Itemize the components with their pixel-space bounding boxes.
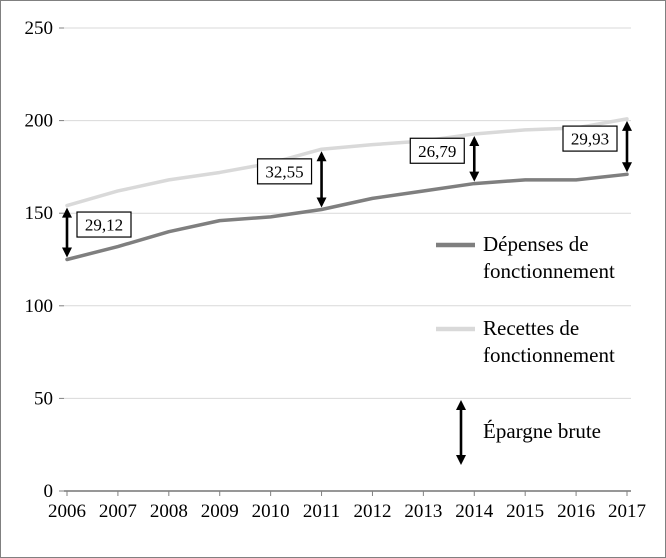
epargne-annotation: 26,79 [409, 135, 480, 182]
x-tick-label: 2008 [150, 501, 188, 522]
double-arrow-icon [456, 400, 466, 465]
y-tick-label: 100 [25, 296, 54, 317]
double-arrow-icon [622, 120, 632, 173]
legend-item: Recettes de fonctionnement [436, 316, 615, 367]
x-tick-label: 2012 [353, 501, 391, 522]
legend-item: Épargne brute [456, 400, 601, 465]
legend-label: fonctionnement [483, 343, 615, 367]
annotation-value: 29,93 [571, 130, 609, 149]
legend-label: Dépenses de [483, 232, 589, 256]
y-tick-label: 0 [44, 481, 54, 502]
epargne-annotation: 29,93 [562, 120, 632, 173]
y-tick-label: 250 [25, 18, 54, 39]
annotation-box [256, 158, 313, 185]
x-tick-label: 2011 [303, 501, 340, 522]
depenses-series-line [65, 172, 629, 262]
x-tick-label: 2010 [252, 501, 290, 522]
x-tick-label: 2013 [404, 501, 442, 522]
annotation-value: 26,79 [418, 142, 456, 161]
double-arrow-icon [316, 151, 327, 208]
legend: Dépenses de fonctionnement Recettes de fonc… [436, 232, 615, 465]
x-tick-label: 2006 [48, 501, 86, 522]
y-tick-label: 200 [25, 111, 54, 132]
y-tick-label: 150 [25, 203, 54, 224]
legend-item: Dépenses de fonctionnement [436, 232, 615, 283]
legend-label: Épargne brute [483, 419, 601, 443]
legend-label: fonctionnement [483, 259, 615, 283]
legend-label: Recettes de [483, 316, 579, 340]
y-tick-label: 50 [34, 388, 53, 409]
x-tick-label: 2017 [608, 501, 646, 522]
epargne-annotation: 32,55 [256, 151, 327, 208]
x-tick-label: 2009 [201, 501, 239, 522]
x-tick-label: 2015 [506, 501, 544, 522]
x-tick-label: 2014 [455, 501, 494, 522]
annotation-box [562, 125, 618, 152]
x-tick-label: 2016 [557, 501, 595, 522]
double-arrow-icon [469, 135, 480, 182]
recettes-series-line [65, 117, 629, 208]
epargne-annotation: 29,12 [62, 207, 132, 258]
annotation-box [76, 211, 132, 238]
x-tick-label: 2007 [99, 501, 137, 522]
annotation-value: 29,12 [85, 216, 123, 235]
annotation-box [409, 137, 465, 164]
double-arrow-icon [62, 207, 72, 258]
annotation-value: 32,55 [265, 162, 303, 181]
